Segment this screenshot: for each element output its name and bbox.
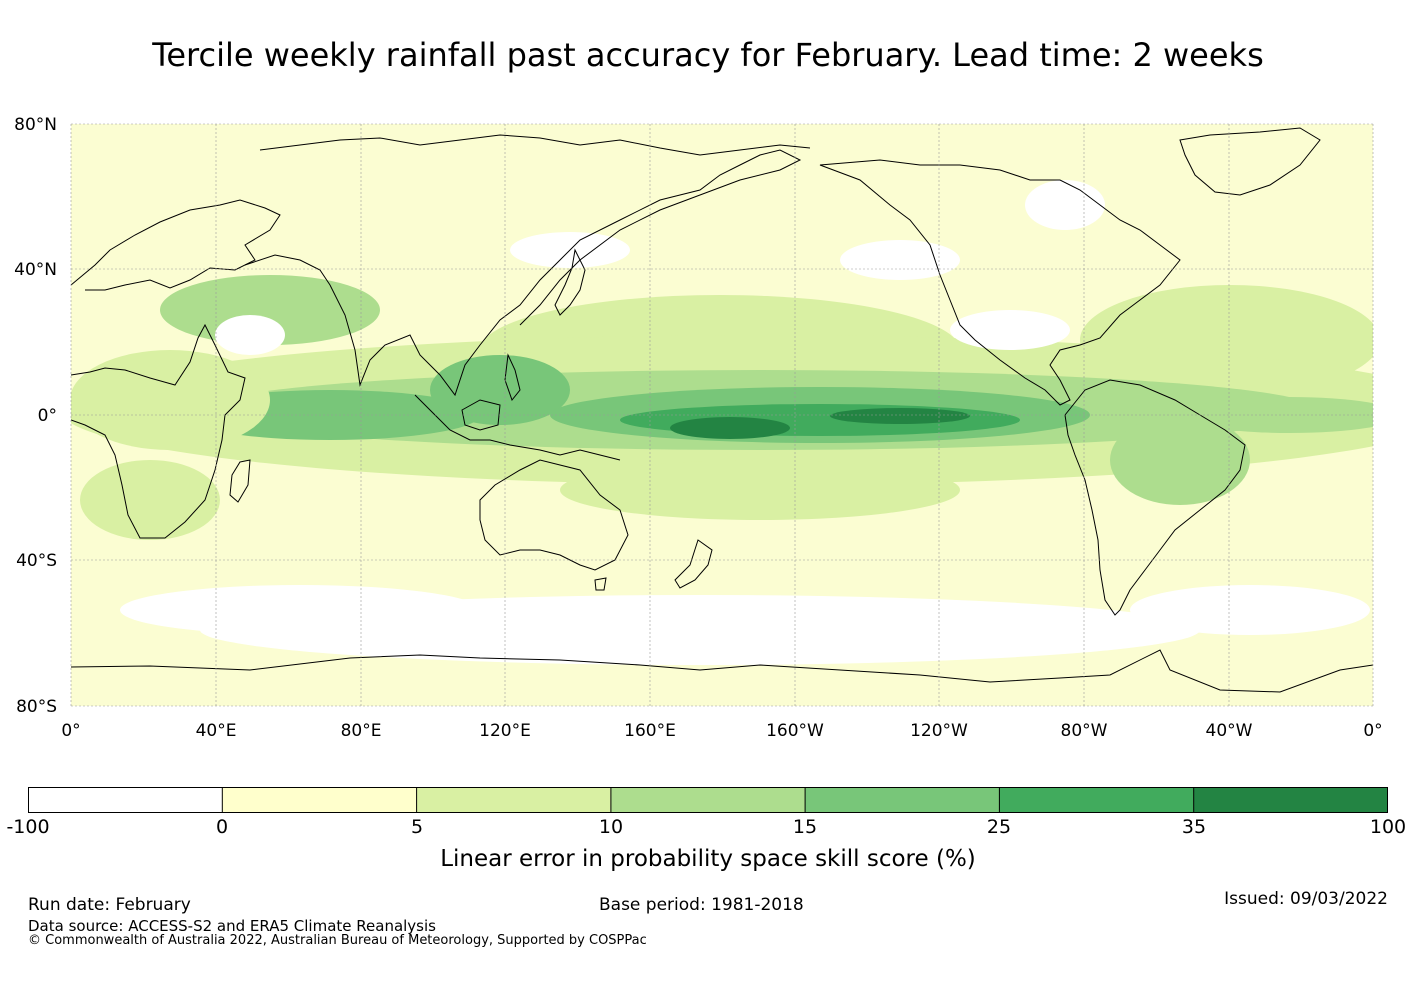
- colorbar-frame: [28, 787, 1388, 813]
- lon-label-0-right: 0°: [1363, 721, 1382, 741]
- lon-label-40w: 40°W: [1206, 721, 1253, 741]
- lat-label-40n: 40°N: [14, 260, 57, 280]
- indonesia-coast: [414, 394, 621, 461]
- colorbar-bin-3: [610, 787, 806, 813]
- colorbar-tick-label: 15: [792, 816, 818, 838]
- tasmania-coast: [594, 577, 607, 591]
- lat-label-40s: 40°S: [16, 551, 57, 571]
- colorbar-bin-5: [999, 787, 1194, 813]
- skill-band-arabian: [160, 275, 380, 345]
- colorbar-bin-1: [222, 787, 417, 813]
- borneo-coast: [461, 399, 501, 431]
- negative-skill-patches: [120, 180, 1370, 665]
- lat-label-80s: 80°S: [16, 697, 57, 717]
- skill-band-maritime: [430, 355, 570, 425]
- skill-band-south-pacific: [560, 460, 960, 520]
- map-panel: 80°N 40°N 0° 40°S 80°S 0° 40°E 80°E 120°…: [0, 110, 1416, 750]
- lon-label-0: 0°: [61, 721, 80, 741]
- new-zealand-coast: [674, 539, 713, 589]
- lon-label-80w: 80°W: [1061, 721, 1108, 741]
- colorbar-title: Linear error in probability space skill …: [440, 846, 976, 872]
- skill-band-pacific-peak: [670, 417, 790, 439]
- skill-band-amazon: [1110, 415, 1250, 505]
- europe-coast: [71, 199, 281, 291]
- arabia-patch: [215, 315, 285, 355]
- north-america-coast: [819, 159, 1181, 406]
- lat-label-80n: 80°N: [14, 115, 57, 135]
- issued-date: Issued: 09/03/2022: [1224, 889, 1388, 909]
- south-indian-patch: [120, 585, 480, 635]
- south-atlantic-patch: [1130, 585, 1370, 635]
- lon-label-120w: 120°W: [910, 721, 968, 741]
- colorbar-tick-label: 0: [215, 816, 229, 838]
- colorbar: [28, 787, 1388, 813]
- colorbar-tick-label: 10: [598, 816, 624, 838]
- colorbar-tick-label: 5: [410, 816, 424, 838]
- skill-band-south-africa: [80, 460, 220, 540]
- colorbar-bin-2: [416, 787, 611, 813]
- copyright: © Commonwealth of Australia 2022, Austra…: [28, 933, 647, 948]
- hudson-patch: [1025, 180, 1105, 230]
- run-date: Run date: February: [28, 895, 191, 915]
- base-period: Base period: 1981-2018: [599, 895, 804, 915]
- lon-label-160w: 160°W: [766, 721, 824, 741]
- colorbar-bin-0: [28, 787, 223, 813]
- lat-label-eq: 0°: [38, 406, 57, 426]
- africa-coast: [71, 323, 246, 539]
- atlantic-patch: [950, 310, 1070, 350]
- colorbar-bin-6: [1193, 787, 1388, 813]
- arctic-asia-coast: [259, 134, 811, 156]
- colorbar-bin-4: [805, 787, 1000, 813]
- skill-score-map: 80°N 40°N 0° 40°S 80°S 0° 40°E 80°E 120°…: [14, 115, 1383, 741]
- asia-coast: [244, 149, 802, 397]
- chart-title: Tercile weekly rainfall past accuracy fo…: [152, 36, 1264, 74]
- data-source: Data source: ACCESS-S2 and ERA5 Climate …: [28, 917, 436, 935]
- south-america-coast: [1064, 379, 1246, 616]
- colorbar-tick-label: 100: [1369, 816, 1407, 838]
- philippines-coast: [504, 353, 521, 402]
- lon-label-80e: 80°E: [341, 721, 382, 741]
- lon-label-120e: 120°E: [479, 721, 531, 741]
- lon-label-40e: 40°E: [196, 721, 237, 741]
- skill-band-africa: [71, 350, 270, 450]
- colorbar-tick-label: 35: [1181, 816, 1207, 838]
- antarctica-coast: [71, 649, 1373, 693]
- madagascar-coast: [229, 459, 251, 503]
- graticule: [70, 123, 1374, 707]
- colorbar-tick-label: 25: [986, 816, 1012, 838]
- greenland-coast: [1179, 127, 1321, 196]
- skill-field: [71, 275, 1373, 540]
- lon-label-160e: 160°E: [624, 721, 676, 741]
- pacific-nw-patch: [840, 240, 960, 280]
- japan-coast: [554, 248, 586, 316]
- skill-band-pacific-peak-2: [830, 408, 970, 424]
- coastlines: [71, 127, 1373, 693]
- colorbar-tick-label: -100: [6, 816, 50, 838]
